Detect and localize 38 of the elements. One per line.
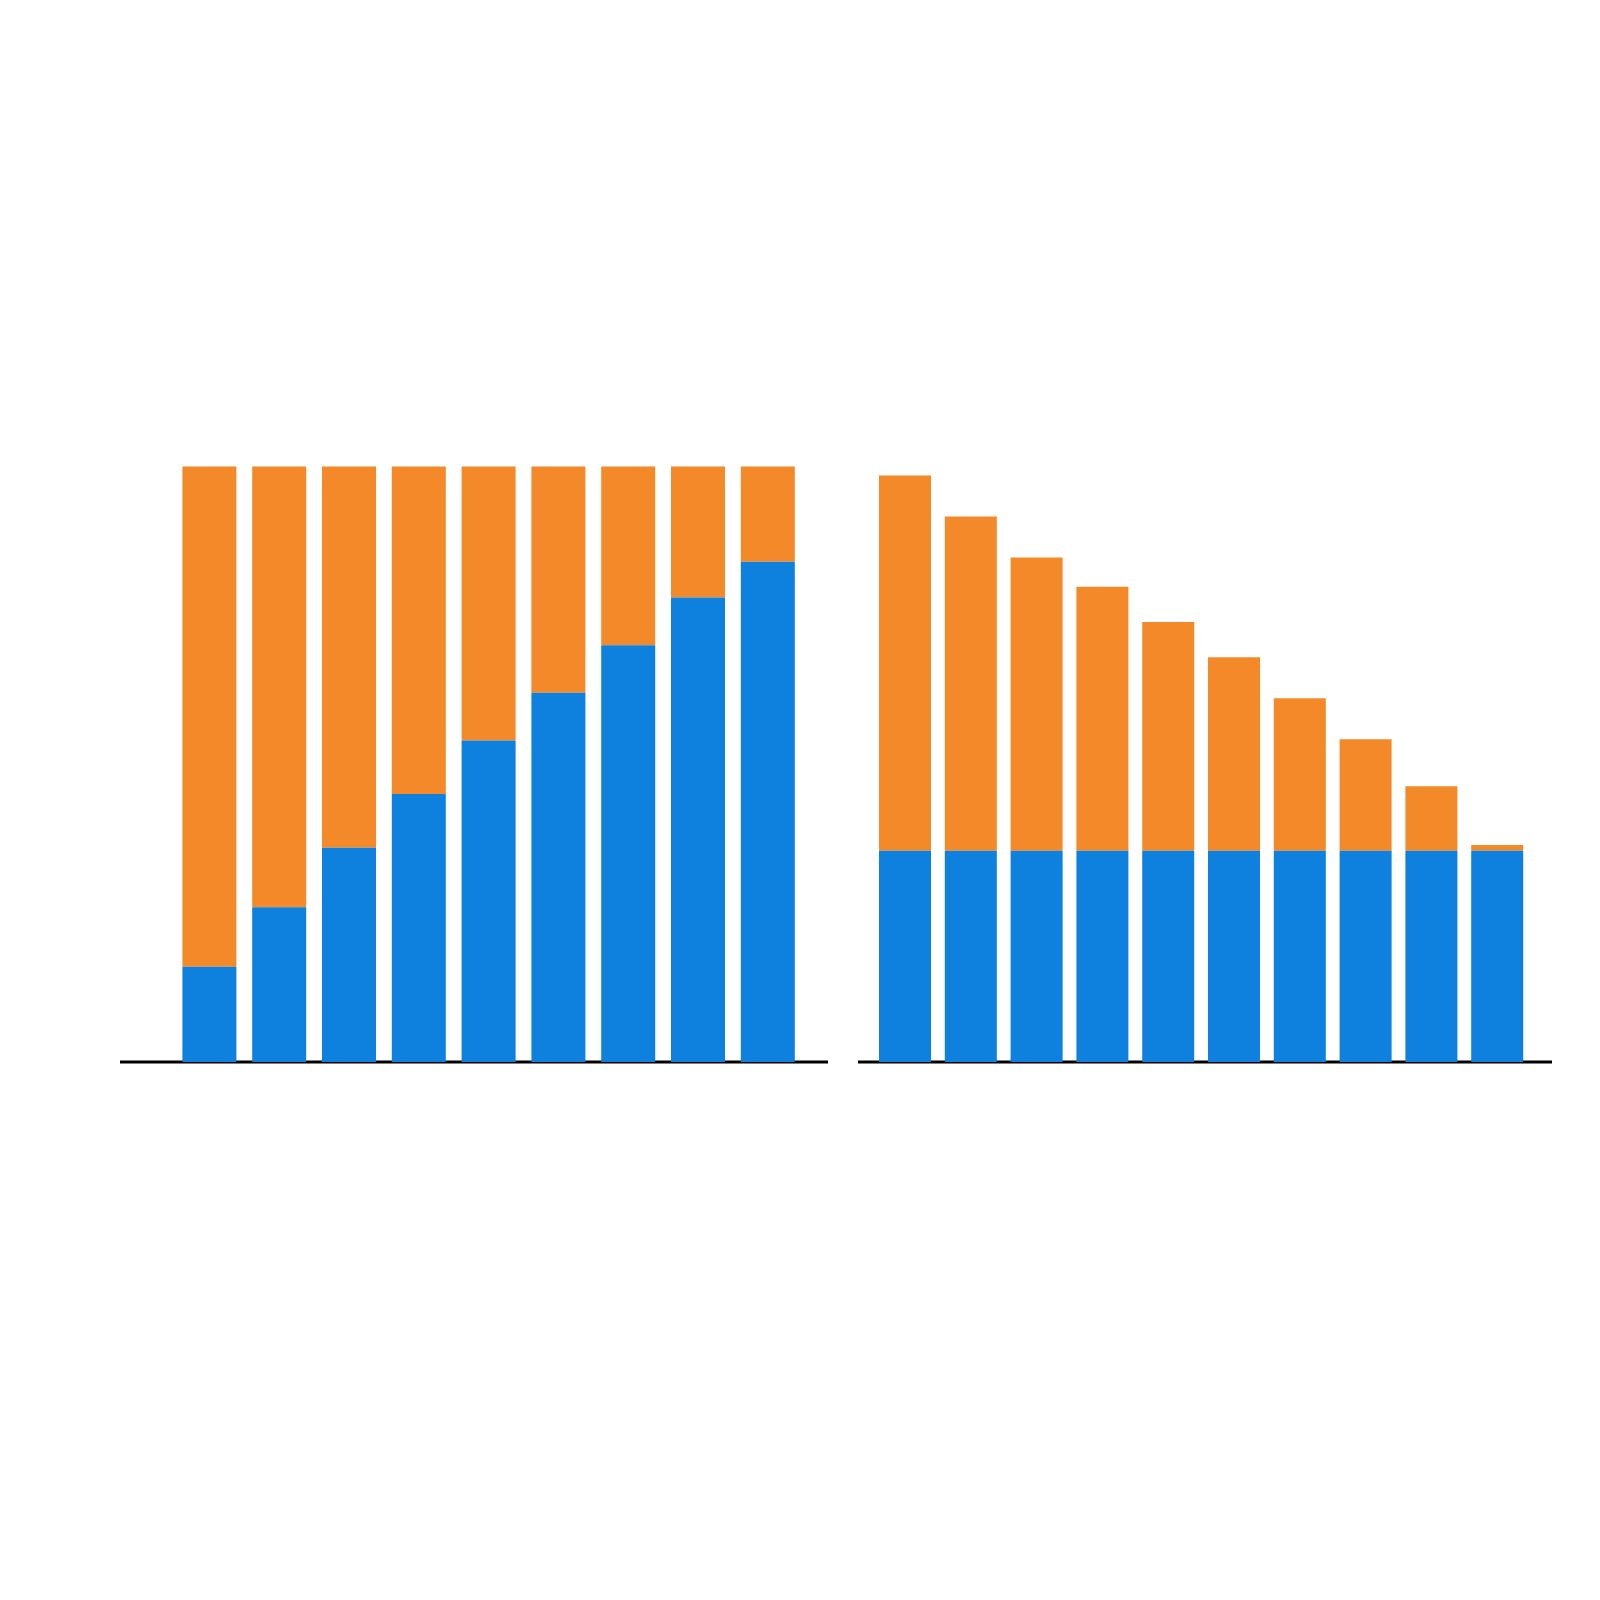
bar (531, 692, 586, 1062)
bar (1273, 698, 1326, 851)
bar (740, 466, 795, 562)
bar (322, 466, 376, 848)
bar (1339, 739, 1392, 851)
bar (461, 740, 516, 1062)
bar (1010, 557, 1063, 851)
bar (1273, 850, 1326, 1062)
bar (1208, 657, 1261, 851)
bar (1405, 850, 1458, 1062)
bar (1142, 622, 1195, 851)
bar (1339, 850, 1392, 1062)
bar (182, 466, 237, 967)
bar (1471, 844, 1524, 851)
bar (322, 847, 376, 1062)
bar (1076, 850, 1129, 1062)
bar (944, 516, 997, 851)
bar (671, 597, 726, 1062)
bar (461, 466, 516, 741)
bar (391, 466, 446, 795)
bar (391, 794, 446, 1062)
bar (1208, 850, 1261, 1062)
bar (1405, 786, 1458, 851)
bar (1471, 850, 1524, 1062)
bar (252, 907, 307, 1062)
bar (601, 466, 656, 646)
bar (182, 966, 237, 1062)
bar (671, 466, 726, 598)
bar (879, 850, 932, 1062)
bar (252, 466, 307, 908)
bar (1010, 850, 1063, 1062)
bar (531, 466, 586, 693)
bar (1076, 586, 1129, 851)
bar (601, 645, 656, 1062)
bar (879, 475, 932, 851)
bar (1142, 850, 1195, 1062)
bar (740, 561, 795, 1062)
bar (944, 850, 997, 1062)
